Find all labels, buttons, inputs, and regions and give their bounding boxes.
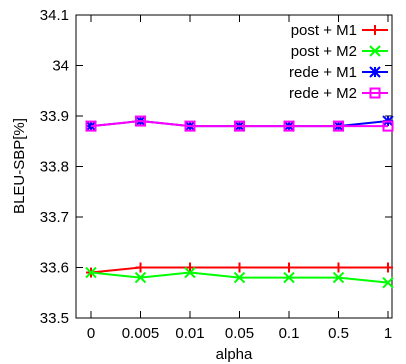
data-point [283, 120, 295, 132]
data-point [284, 262, 294, 273]
x-axis-label: alpha [216, 346, 253, 363]
marker-stroke [233, 271, 246, 284]
series-rede-m1 [85, 115, 394, 132]
marker-stroke [184, 266, 196, 279]
marker-stroke [332, 271, 345, 284]
data-point [382, 120, 394, 132]
series-post-m2 [85, 266, 394, 289]
series-rede-m2 [85, 115, 394, 132]
data-point [85, 120, 97, 132]
data-point [184, 266, 196, 279]
marker-stroke [369, 66, 381, 78]
marker-stroke [135, 115, 146, 127]
y-tick-label: 33.9 [40, 108, 69, 125]
marker-stroke [234, 120, 245, 132]
plot-frame [75, 14, 393, 319]
data-point [85, 266, 97, 279]
data-point [382, 276, 394, 289]
marker-stroke [369, 45, 381, 57]
y-tick-label: 34 [52, 58, 69, 75]
data-point [85, 120, 97, 132]
x-tick-label: 0.05 [225, 325, 254, 342]
marker-stroke [283, 271, 295, 284]
data-point [370, 25, 380, 35]
legend-label: rede + M1 [289, 64, 357, 81]
x-tick-label: 0.1 [279, 325, 300, 342]
y-tick-label: 33.5 [40, 310, 69, 327]
data-point [333, 262, 344, 273]
legend-label: post + M2 [291, 43, 357, 60]
marker-stroke [134, 271, 147, 284]
data-point [369, 45, 381, 57]
data-point [134, 271, 147, 284]
x-tick-label: 0 [87, 325, 95, 342]
data-point [135, 262, 146, 273]
marker-stroke [382, 276, 394, 289]
data-point [234, 120, 245, 132]
legend-label: rede + M2 [289, 85, 357, 102]
data-point [333, 120, 344, 132]
y-tick-label: 33.8 [40, 159, 69, 176]
marker-stroke [382, 120, 394, 132]
y-tick-label: 33.7 [40, 209, 69, 226]
x-tick-label: 0.005 [122, 325, 160, 342]
series-layer [85, 115, 394, 289]
data-point [369, 66, 381, 78]
marker-stroke [283, 120, 295, 132]
data-point [233, 271, 246, 284]
marker-stroke [333, 120, 344, 132]
y-axis-label: BLEU-SBP[%] [11, 118, 28, 214]
data-point [383, 262, 393, 273]
series-post-m1 [86, 262, 393, 278]
data-point [332, 271, 345, 284]
marker-stroke [85, 266, 97, 279]
x-tick-label: 0.5 [328, 325, 349, 342]
legend-label: post + M1 [291, 22, 357, 39]
data-point [234, 262, 245, 273]
data-point [184, 120, 196, 132]
data-point [185, 262, 195, 273]
legend: post + M1 post + M2 rede + M1 rede + M2 [289, 22, 388, 102]
y-tick-label: 33.6 [40, 260, 69, 277]
marker-stroke [369, 87, 381, 99]
marker-stroke [85, 120, 97, 132]
series-line [90, 120, 388, 128]
data-point [135, 115, 146, 127]
x-axis: 0 0.005 0.01 0.05 0.1 0.5 1 [87, 15, 392, 342]
x-tick-label: 0.01 [175, 325, 204, 342]
marker-stroke [184, 120, 196, 132]
x-tick-label: 1 [384, 325, 392, 342]
y-tick-label: 34.1 [40, 7, 69, 24]
marker-stroke [85, 120, 97, 132]
data-point [283, 271, 295, 284]
y-axis: 33.5 33.6 33.7 33.8 33.9 34 34.1 [40, 7, 392, 327]
data-point [369, 87, 381, 99]
